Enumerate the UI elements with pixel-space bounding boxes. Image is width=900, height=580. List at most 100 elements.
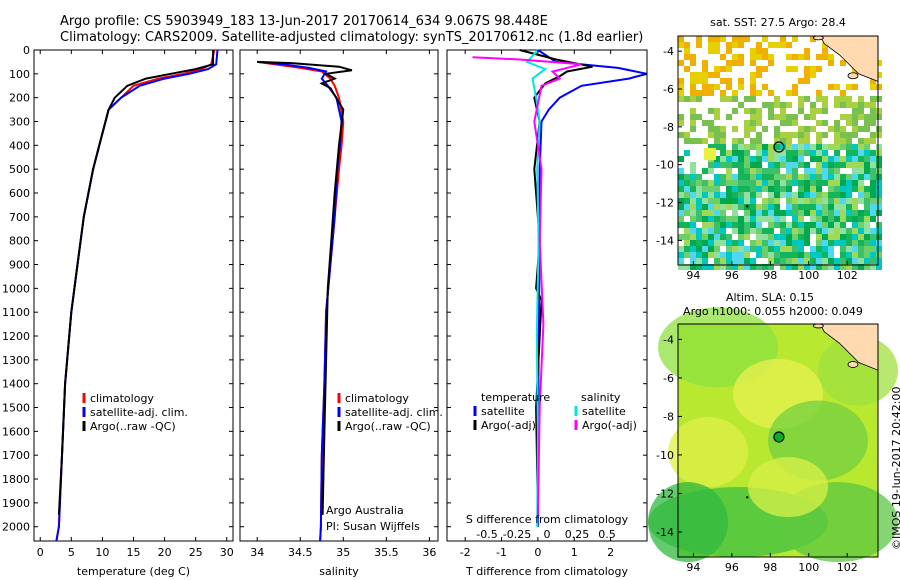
sst-cell <box>804 114 810 120</box>
imos-stamp: ©IMOS 19-Jun-2017 20:42:00 <box>890 386 900 550</box>
sst-cell <box>840 60 846 66</box>
lat-tick-label: -14 <box>656 526 674 539</box>
sst-cell <box>786 144 792 150</box>
sst-cell <box>816 66 822 72</box>
sst-cell <box>732 174 738 180</box>
sst-cell <box>756 264 762 270</box>
sst-cell <box>684 54 690 60</box>
sst-cell <box>774 42 780 48</box>
sst-cell <box>864 192 870 198</box>
sst-cell <box>858 114 864 120</box>
sst-cell <box>834 186 840 192</box>
lon-tick-label: 100 <box>798 561 819 574</box>
sst-cell <box>822 192 828 198</box>
sst-cell <box>870 78 876 84</box>
sst-cell <box>732 162 738 168</box>
sst-cell <box>732 96 738 102</box>
sst-cell <box>876 174 882 180</box>
sst-cell <box>702 252 708 258</box>
sst-cell <box>798 204 804 210</box>
island-cocos <box>746 496 749 499</box>
sst-cell <box>744 126 750 132</box>
sst-cell <box>762 156 768 162</box>
sst-cell <box>828 60 834 66</box>
sst-cell <box>678 156 684 162</box>
sst-cell <box>744 192 750 198</box>
sst-cell <box>786 258 792 264</box>
x2-axis-label: S difference from climatology <box>466 513 629 526</box>
sst-cell <box>792 198 798 204</box>
x2-tick-label: -0.5 <box>476 528 497 541</box>
sst-cell <box>846 120 852 126</box>
sst-cell <box>780 234 786 240</box>
sst-cell <box>714 48 720 54</box>
sst-cell <box>840 216 846 222</box>
sst-cell <box>876 186 882 192</box>
sst-cell <box>690 60 696 66</box>
sst-cell <box>780 246 786 252</box>
sst-cell <box>714 186 720 192</box>
sst-cell <box>714 180 720 186</box>
sst-cell <box>828 156 834 162</box>
sst-cell <box>684 228 690 234</box>
depth-tick-label: 1300 <box>2 354 30 367</box>
sst-cell <box>858 180 864 186</box>
lat-tick-label: -6 <box>663 83 674 96</box>
sst-cell <box>720 210 726 216</box>
sst-cell <box>828 174 834 180</box>
sst-cell <box>828 246 834 252</box>
sst-cell <box>870 162 876 168</box>
sst-cell <box>858 198 864 204</box>
sst-cell <box>738 168 744 174</box>
sst-cell <box>714 210 720 216</box>
depth-tick-label: 900 <box>9 259 30 272</box>
sst-cell <box>876 204 882 210</box>
sst-cell <box>840 246 846 252</box>
sst-cell <box>774 168 780 174</box>
sst-cell <box>720 126 726 132</box>
depth-tick-label: 100 <box>9 68 30 81</box>
sst-cell <box>810 258 816 264</box>
sst-cell <box>792 192 798 198</box>
lat-tick-label: -8 <box>663 410 674 423</box>
sst-cell <box>870 228 876 234</box>
sst-cell <box>744 156 750 162</box>
sst-cell <box>690 192 696 198</box>
depth-tick-label: 400 <box>9 139 30 152</box>
sst-cell <box>750 84 756 90</box>
sst-cell <box>708 144 714 150</box>
sst-cell <box>810 192 816 198</box>
sst-cell <box>702 246 708 252</box>
sst-cell <box>786 246 792 252</box>
sst-cell <box>828 204 834 210</box>
sst-cell <box>774 126 780 132</box>
sst-cell <box>792 132 798 138</box>
sst-cell <box>714 222 720 228</box>
sst-cell <box>816 186 822 192</box>
sst-cell <box>840 240 846 246</box>
sst-cell <box>702 120 708 126</box>
sst-cell <box>852 114 858 120</box>
sst-cell <box>798 216 804 222</box>
sst-cell <box>708 168 714 174</box>
sst-cell <box>786 252 792 258</box>
sst-cell <box>840 198 846 204</box>
sst-cell <box>774 174 780 180</box>
sst-cell <box>786 138 792 144</box>
sst-cell <box>744 216 750 222</box>
depth-tick-label: 2000 <box>2 521 30 534</box>
sst-cell <box>678 114 684 120</box>
sst-cell <box>798 186 804 192</box>
sst-cell <box>684 180 690 186</box>
sst-cell <box>690 162 696 168</box>
sst-cell <box>720 204 726 210</box>
sst-cell <box>828 234 834 240</box>
sst-cell <box>834 258 840 264</box>
sst-cell <box>714 114 720 120</box>
lon-tick-label: 98 <box>763 269 777 282</box>
sla-map-subtitle: Argo h1000: 0.055 h2000: 0.049 <box>683 305 863 318</box>
sst-cell <box>678 204 684 210</box>
sst-cell <box>696 90 702 96</box>
sst-cell <box>822 174 828 180</box>
